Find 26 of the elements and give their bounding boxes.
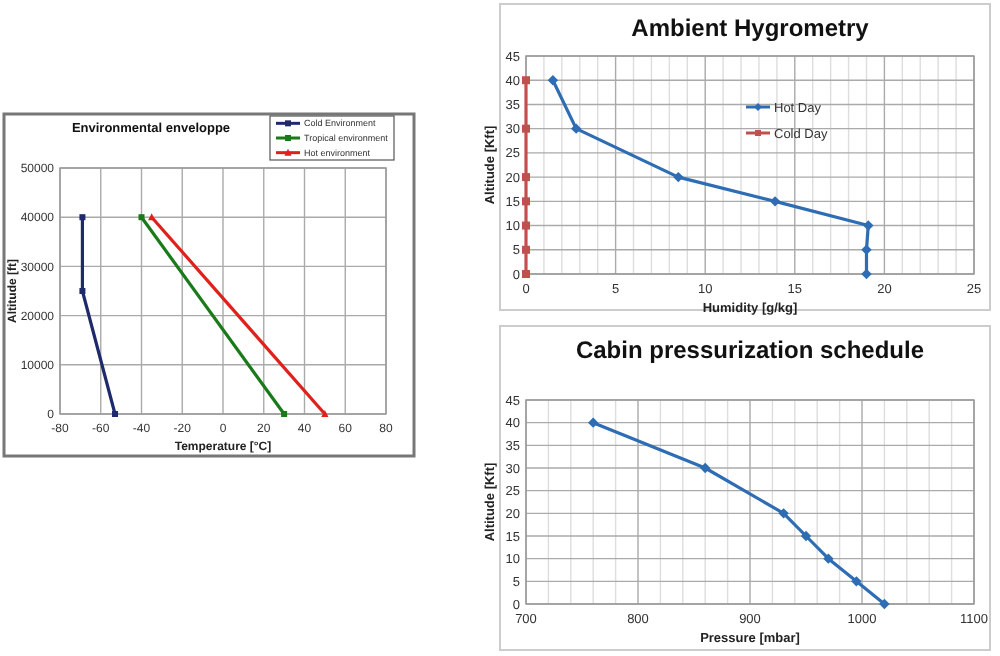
point: [851, 576, 862, 587]
point: [522, 270, 530, 278]
point: [823, 553, 834, 564]
point: [281, 411, 288, 417]
point: [547, 75, 559, 86]
point: [778, 508, 789, 519]
point: [800, 530, 812, 542]
point: [522, 124, 530, 133]
point: [879, 598, 890, 610]
point: [769, 196, 781, 207]
chart-title: Ambient Hygrometry: [631, 14, 870, 42]
point: [138, 214, 145, 221]
point: [588, 417, 599, 428]
point: [522, 245, 530, 254]
point: [79, 288, 86, 294]
point: [863, 220, 874, 231]
point: [570, 123, 582, 134]
point: [700, 462, 711, 474]
point: [522, 173, 530, 182]
point: [673, 171, 684, 183]
point: [522, 197, 530, 206]
point: [522, 76, 530, 85]
point: [522, 221, 530, 230]
chart-title: Cabin pressurization schedule: [575, 336, 925, 364]
point: [79, 214, 86, 221]
point: [861, 244, 872, 255]
